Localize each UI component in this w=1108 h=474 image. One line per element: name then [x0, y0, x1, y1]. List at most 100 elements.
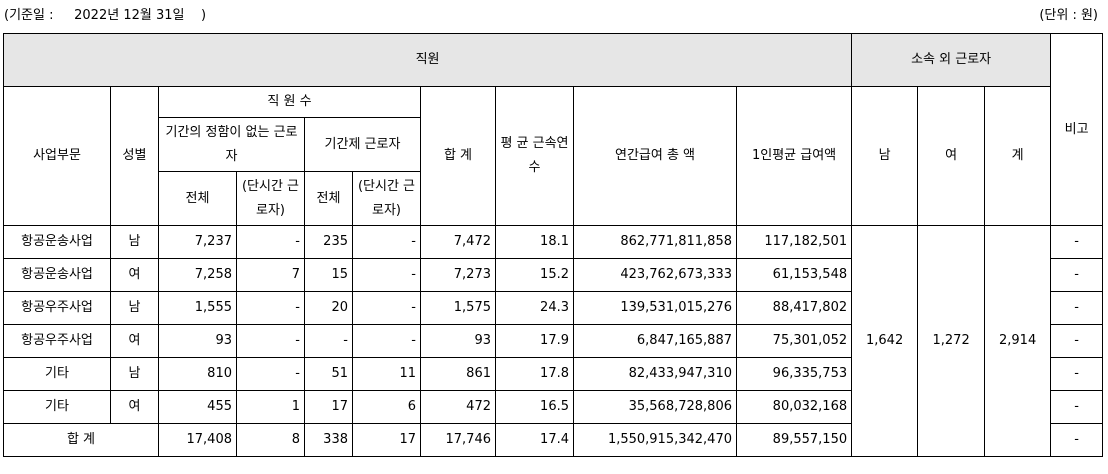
fixed-total-cell: 338 [304, 423, 353, 457]
avg-pay-cell: 96,335,753 [735, 357, 853, 391]
note-cell: - [1050, 291, 1104, 325]
header-outside-workers: 소속 외 근로자 [851, 33, 1052, 87]
avg-pay-cell: 88,417,802 [735, 291, 853, 325]
outside-female-cell: 1,272 [917, 225, 986, 457]
fixed-total-cell: 235 [304, 225, 353, 259]
note-cell: - [1050, 225, 1104, 259]
base-date-value: 2022년 12월 31일 [74, 8, 185, 23]
outside-male-cell: 1,642 [851, 225, 919, 457]
header-annual-pay: 연간급여 총 액 [573, 86, 737, 226]
annual-pay-cell: 1,550,915,342,470 [573, 423, 737, 457]
note-cell: - [1050, 324, 1104, 358]
header-fixed-term: 기간제 근로자 [304, 117, 421, 172]
header-male: 남 [851, 86, 919, 226]
header-staff: 직원 [2, 33, 853, 87]
employee-status-table: 직원 소속 외 근로자 비고 사업부문 성별 직 원 수 합 계 평 균 근속연… [2, 33, 1104, 457]
header-division: 사업부문 [3, 86, 111, 226]
fixed-part-cell: - [352, 258, 421, 292]
base-date-close: ) [201, 8, 207, 23]
perm-part-cell: - [236, 225, 305, 259]
header-avg-tenure: 평 균 근속연수 [495, 86, 574, 226]
unit-label: (단위 : 원) [1039, 8, 1098, 23]
perm-part-cell: - [236, 324, 305, 358]
note-cell: - [1050, 357, 1104, 391]
gender-cell: 여 [110, 390, 159, 424]
gender-cell: 여 [110, 258, 159, 292]
table-row: 항공우주사업 남 1,555 - 20 - 1,575 24.3 139,531… [3, 291, 1104, 325]
avg-pay-cell: 61,153,548 [735, 258, 853, 292]
gender-cell: 남 [110, 357, 159, 391]
tenure-cell: 18.1 [495, 225, 574, 259]
annual-pay-cell: 139,531,015,276 [573, 291, 737, 325]
fixed-total-cell: 51 [304, 357, 353, 391]
perm-part-cell: 7 [236, 258, 305, 292]
base-date-label: (기준일 : [4, 8, 54, 23]
perm-total-cell: 93 [158, 324, 237, 358]
avg-pay-cell: 75,301,052 [735, 324, 853, 358]
header-permanent: 기간의 정함이 없는 근로자 [158, 117, 305, 172]
tenure-cell: 17.9 [495, 324, 574, 358]
division-cell: 기타 [3, 357, 111, 391]
perm-part-cell: 8 [236, 423, 305, 457]
header-fixed-part-time: (단시간 근로자) [352, 171, 421, 226]
perm-total-cell: 1,555 [158, 291, 237, 325]
header-staff-count: 직 원 수 [158, 86, 421, 118]
fixed-part-cell: 11 [352, 357, 421, 391]
fixed-total-cell: 15 [304, 258, 353, 292]
annual-pay-cell: 862,771,811,858 [573, 225, 737, 259]
perm-part-cell: - [236, 357, 305, 391]
gender-cell: 남 [110, 225, 159, 259]
header-sum: 계 [984, 86, 1052, 226]
note-cell: - [1050, 258, 1104, 292]
division-cell: 기타 [3, 390, 111, 424]
avg-pay-cell: 80,032,168 [735, 390, 853, 424]
tenure-cell: 24.3 [495, 291, 574, 325]
annual-pay-cell: 35,568,728,806 [573, 390, 737, 424]
header-perm-part-time: (단시간 근로자) [236, 171, 305, 226]
perm-total-cell: 810 [158, 357, 237, 391]
total-row: 합 계 17,408 8 338 17 17,746 17.4 1,550,91… [3, 423, 1104, 457]
table-row: 항공운송사업 남 7,237 - 235 - 7,472 18.1 862,77… [3, 225, 1104, 457]
header-avg-pay: 1인평균 급여액 [735, 86, 853, 226]
fixed-part-cell: 17 [352, 423, 421, 457]
fixed-total-cell: 17 [304, 390, 353, 424]
perm-total-cell: 17,408 [158, 423, 237, 457]
total-cell: 7,472 [420, 225, 496, 259]
perm-total-cell: 7,258 [158, 258, 237, 292]
fixed-total-cell: - [304, 324, 353, 358]
header-gender: 성별 [110, 86, 159, 226]
avg-pay-cell: 117,182,501 [735, 225, 853, 259]
fixed-part-cell: - [352, 225, 421, 259]
division-cell: 항공운송사업 [3, 225, 111, 259]
annual-pay-cell: 6,847,165,887 [573, 324, 737, 358]
gender-cell: 여 [110, 324, 159, 358]
division-cell: 항공운송사업 [3, 258, 111, 292]
total-cell: 93 [420, 324, 496, 358]
total-cell: 17,746 [420, 423, 496, 457]
perm-part-cell: - [236, 291, 305, 325]
fixed-total-cell: 20 [304, 291, 353, 325]
tenure-cell: 17.8 [495, 357, 574, 391]
tenure-cell: 15.2 [495, 258, 574, 292]
total-cell: 7,273 [420, 258, 496, 292]
avg-pay-cell: 89,557,150 [735, 423, 853, 457]
total-label-cell: 합 계 [3, 423, 159, 457]
tenure-cell: 16.5 [495, 390, 574, 424]
perm-total-cell: 7,237 [158, 225, 237, 259]
perm-total-cell: 455 [158, 390, 237, 424]
base-date: (기준일 : 2022년 12월 31일 ) [4, 4, 206, 23]
tenure-cell: 17.4 [495, 423, 574, 457]
perm-part-cell: 1 [236, 390, 305, 424]
note-cell: - [1050, 390, 1104, 424]
total-cell: 472 [420, 390, 496, 424]
division-cell: 항공우주사업 [3, 291, 111, 325]
outside-sum-cell: 2,914 [984, 225, 1052, 457]
total-cell: 1,575 [420, 291, 496, 325]
header-total: 합 계 [420, 86, 496, 226]
header-fixed-all: 전체 [304, 171, 353, 226]
table-row: 항공우주사업 여 93 - - - 93 17.9 6,847,165,887 … [3, 324, 1104, 358]
table-row: 기타 여 455 1 17 6 472 16.5 35,568,728,806 … [3, 390, 1104, 424]
header-note: 비고 [1050, 33, 1104, 226]
gender-cell: 남 [110, 291, 159, 325]
fixed-part-cell: - [352, 291, 421, 325]
